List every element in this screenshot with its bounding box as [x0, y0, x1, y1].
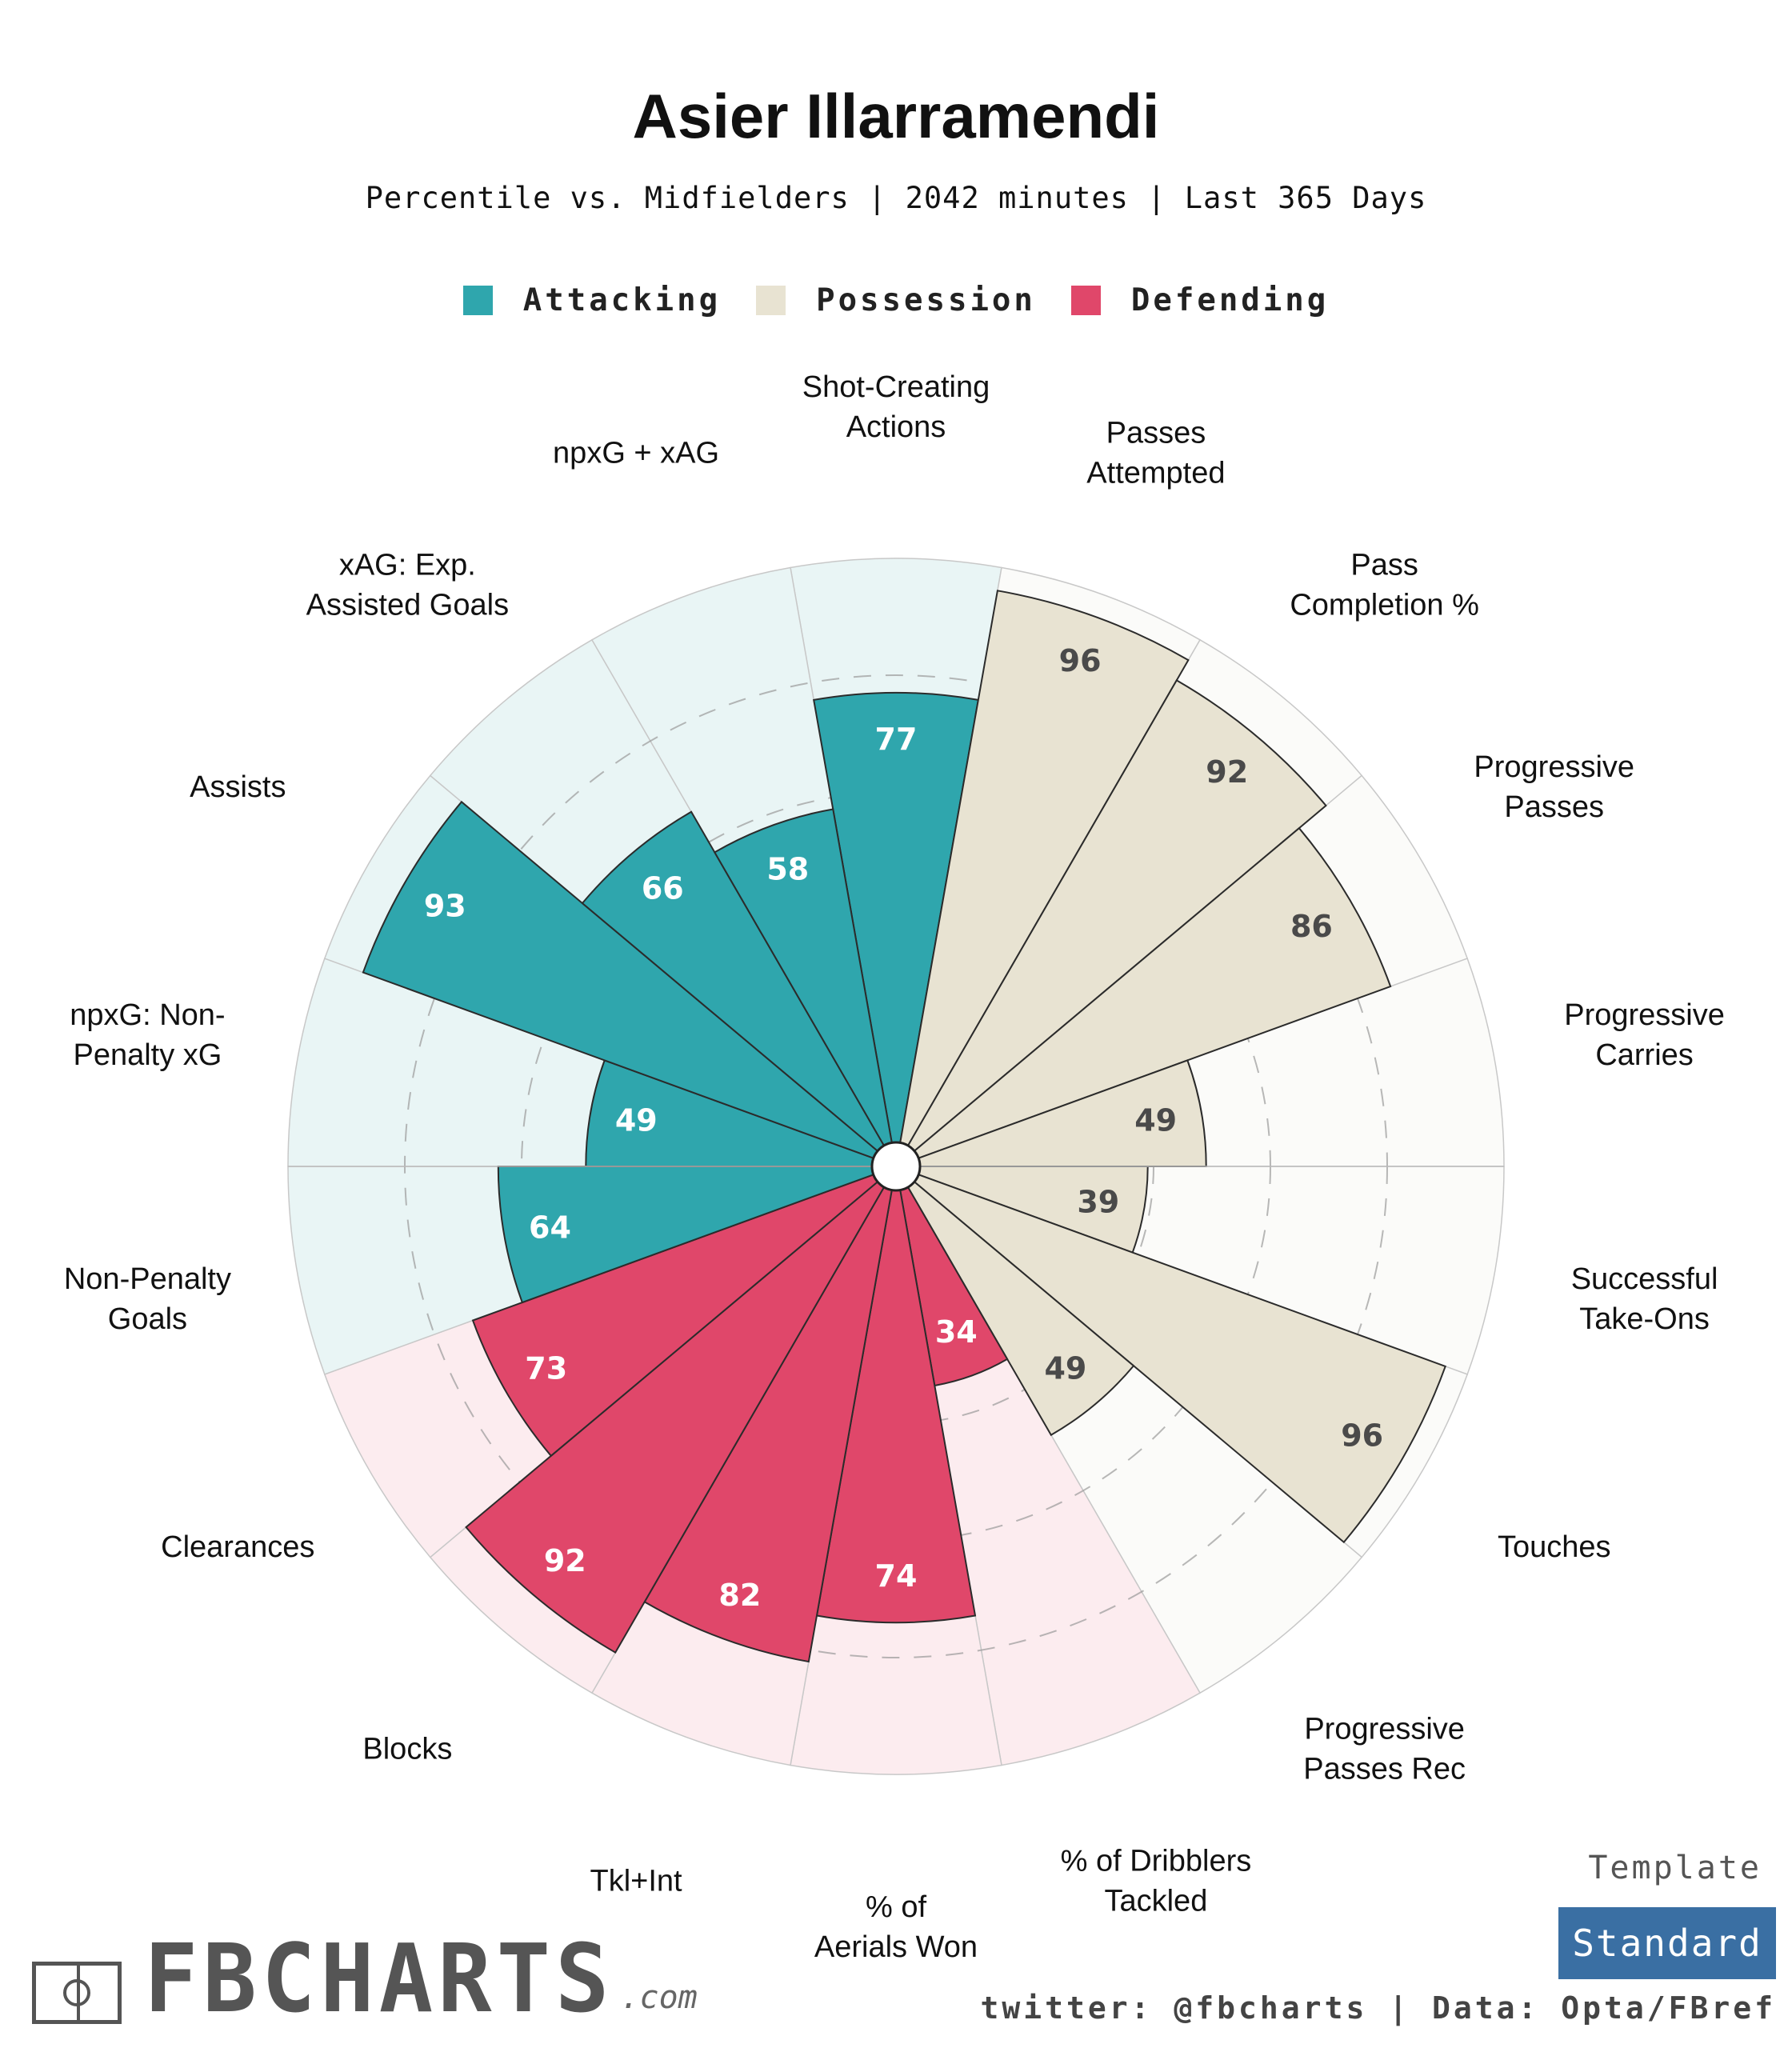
category-label-pass-completion: Pass Completion % [1290, 548, 1479, 622]
category-label-blocks: Blocks [362, 1733, 452, 1766]
category-label-progressive-passes: Progressive Passes [1474, 750, 1634, 824]
logo-suffix: .com [620, 1979, 698, 2016]
legend-label-defending: Defending [1130, 282, 1330, 318]
category-label-of-dribblers-tackled: % of Dribblers Tackled [1061, 1845, 1252, 1918]
value-label-touches: 96 [1341, 1418, 1383, 1453]
category-label-npxg-non-penalty-xg: npxG: Non-Penalty xG [70, 998, 225, 1072]
category-label-of-aerials-won: % of Aerials Won [814, 1890, 978, 1964]
category-label-successful-take-ons: Successful Take-Ons [1571, 1262, 1718, 1336]
value-label-passes-attempted: 96 [1059, 643, 1102, 678]
legend-item-possession: Possession [756, 282, 1036, 318]
chart-subtitle: Percentile vs. Midfielders | 2042 minute… [365, 181, 1427, 215]
legend-label-attacking: Attacking [522, 282, 722, 318]
value-label-progressive-passes: 86 [1290, 909, 1333, 944]
template-badge: Standard [1558, 1907, 1776, 1979]
chart-title: Asier Illarramendi [632, 81, 1160, 151]
credit-text: twitter: @fbcharts | Data: Opta/FBref [980, 1990, 1776, 2026]
category-label-shot-creating-actions: Shot-Creating Actions [802, 370, 990, 444]
fbcharts-logo: FBCHARTS .com [32, 1924, 698, 2034]
value-label-assists: 93 [424, 889, 466, 924]
legend-swatch-defending [1070, 286, 1101, 315]
category-label-touches: Touches [1498, 1530, 1611, 1564]
category-label-assists: Assists [190, 770, 286, 804]
value-label-progressive-carries: 49 [1134, 1103, 1177, 1138]
legend-item-attacking: Attacking [462, 282, 722, 318]
legend: Attacking Possession Defending [0, 282, 1792, 318]
category-label-tkl-int: Tkl+Int [590, 1865, 683, 1898]
value-label-blocks: 92 [544, 1543, 586, 1578]
logo-text: FBCHARTS [144, 1924, 614, 2034]
legend-item-defending: Defending [1070, 282, 1330, 318]
category-label-clearances: Clearances [161, 1530, 314, 1564]
value-label-of-aerials-won: 74 [875, 1558, 918, 1594]
category-label-progressive-passes-rec: Progressive Passes Rec [1303, 1713, 1466, 1786]
category-label-npxg-xag: npxG + xAG [553, 436, 719, 470]
value-label-npxg-non-penalty-xg: 49 [615, 1103, 658, 1138]
category-label-passes-attempted: Passes Attempted [1086, 416, 1225, 490]
category-label-xag-exp-assisted-goals: xAG: Exp. Assisted Goals [306, 548, 509, 622]
value-label-successful-take-ons: 39 [1077, 1185, 1119, 1220]
value-label-xag-exp-assisted-goals: 66 [642, 870, 684, 906]
legend-label-possession: Possession [816, 282, 1036, 318]
value-label-non-penalty-goals: 64 [529, 1210, 571, 1245]
pitch-icon [32, 1962, 122, 2024]
value-label-progressive-passes-rec: 49 [1044, 1351, 1086, 1386]
value-label-tkl-int: 82 [718, 1578, 761, 1613]
category-label-non-penalty-goals: Non-Penalty Goals [64, 1262, 231, 1336]
value-label-of-dribblers-tackled: 34 [935, 1314, 978, 1350]
legend-swatch-attacking [462, 286, 493, 315]
value-label-pass-completion: 92 [1206, 754, 1248, 790]
template-label: Template [1588, 1850, 1762, 1886]
center-hole [870, 1141, 922, 1192]
value-label-npxg-xag: 58 [766, 851, 809, 886]
category-label-progressive-carries: Progressive Carries [1564, 998, 1725, 1072]
legend-swatch-possession [756, 286, 786, 315]
value-label-clearances: 73 [525, 1350, 567, 1386]
value-label-shot-creating-actions: 77 [875, 722, 918, 757]
